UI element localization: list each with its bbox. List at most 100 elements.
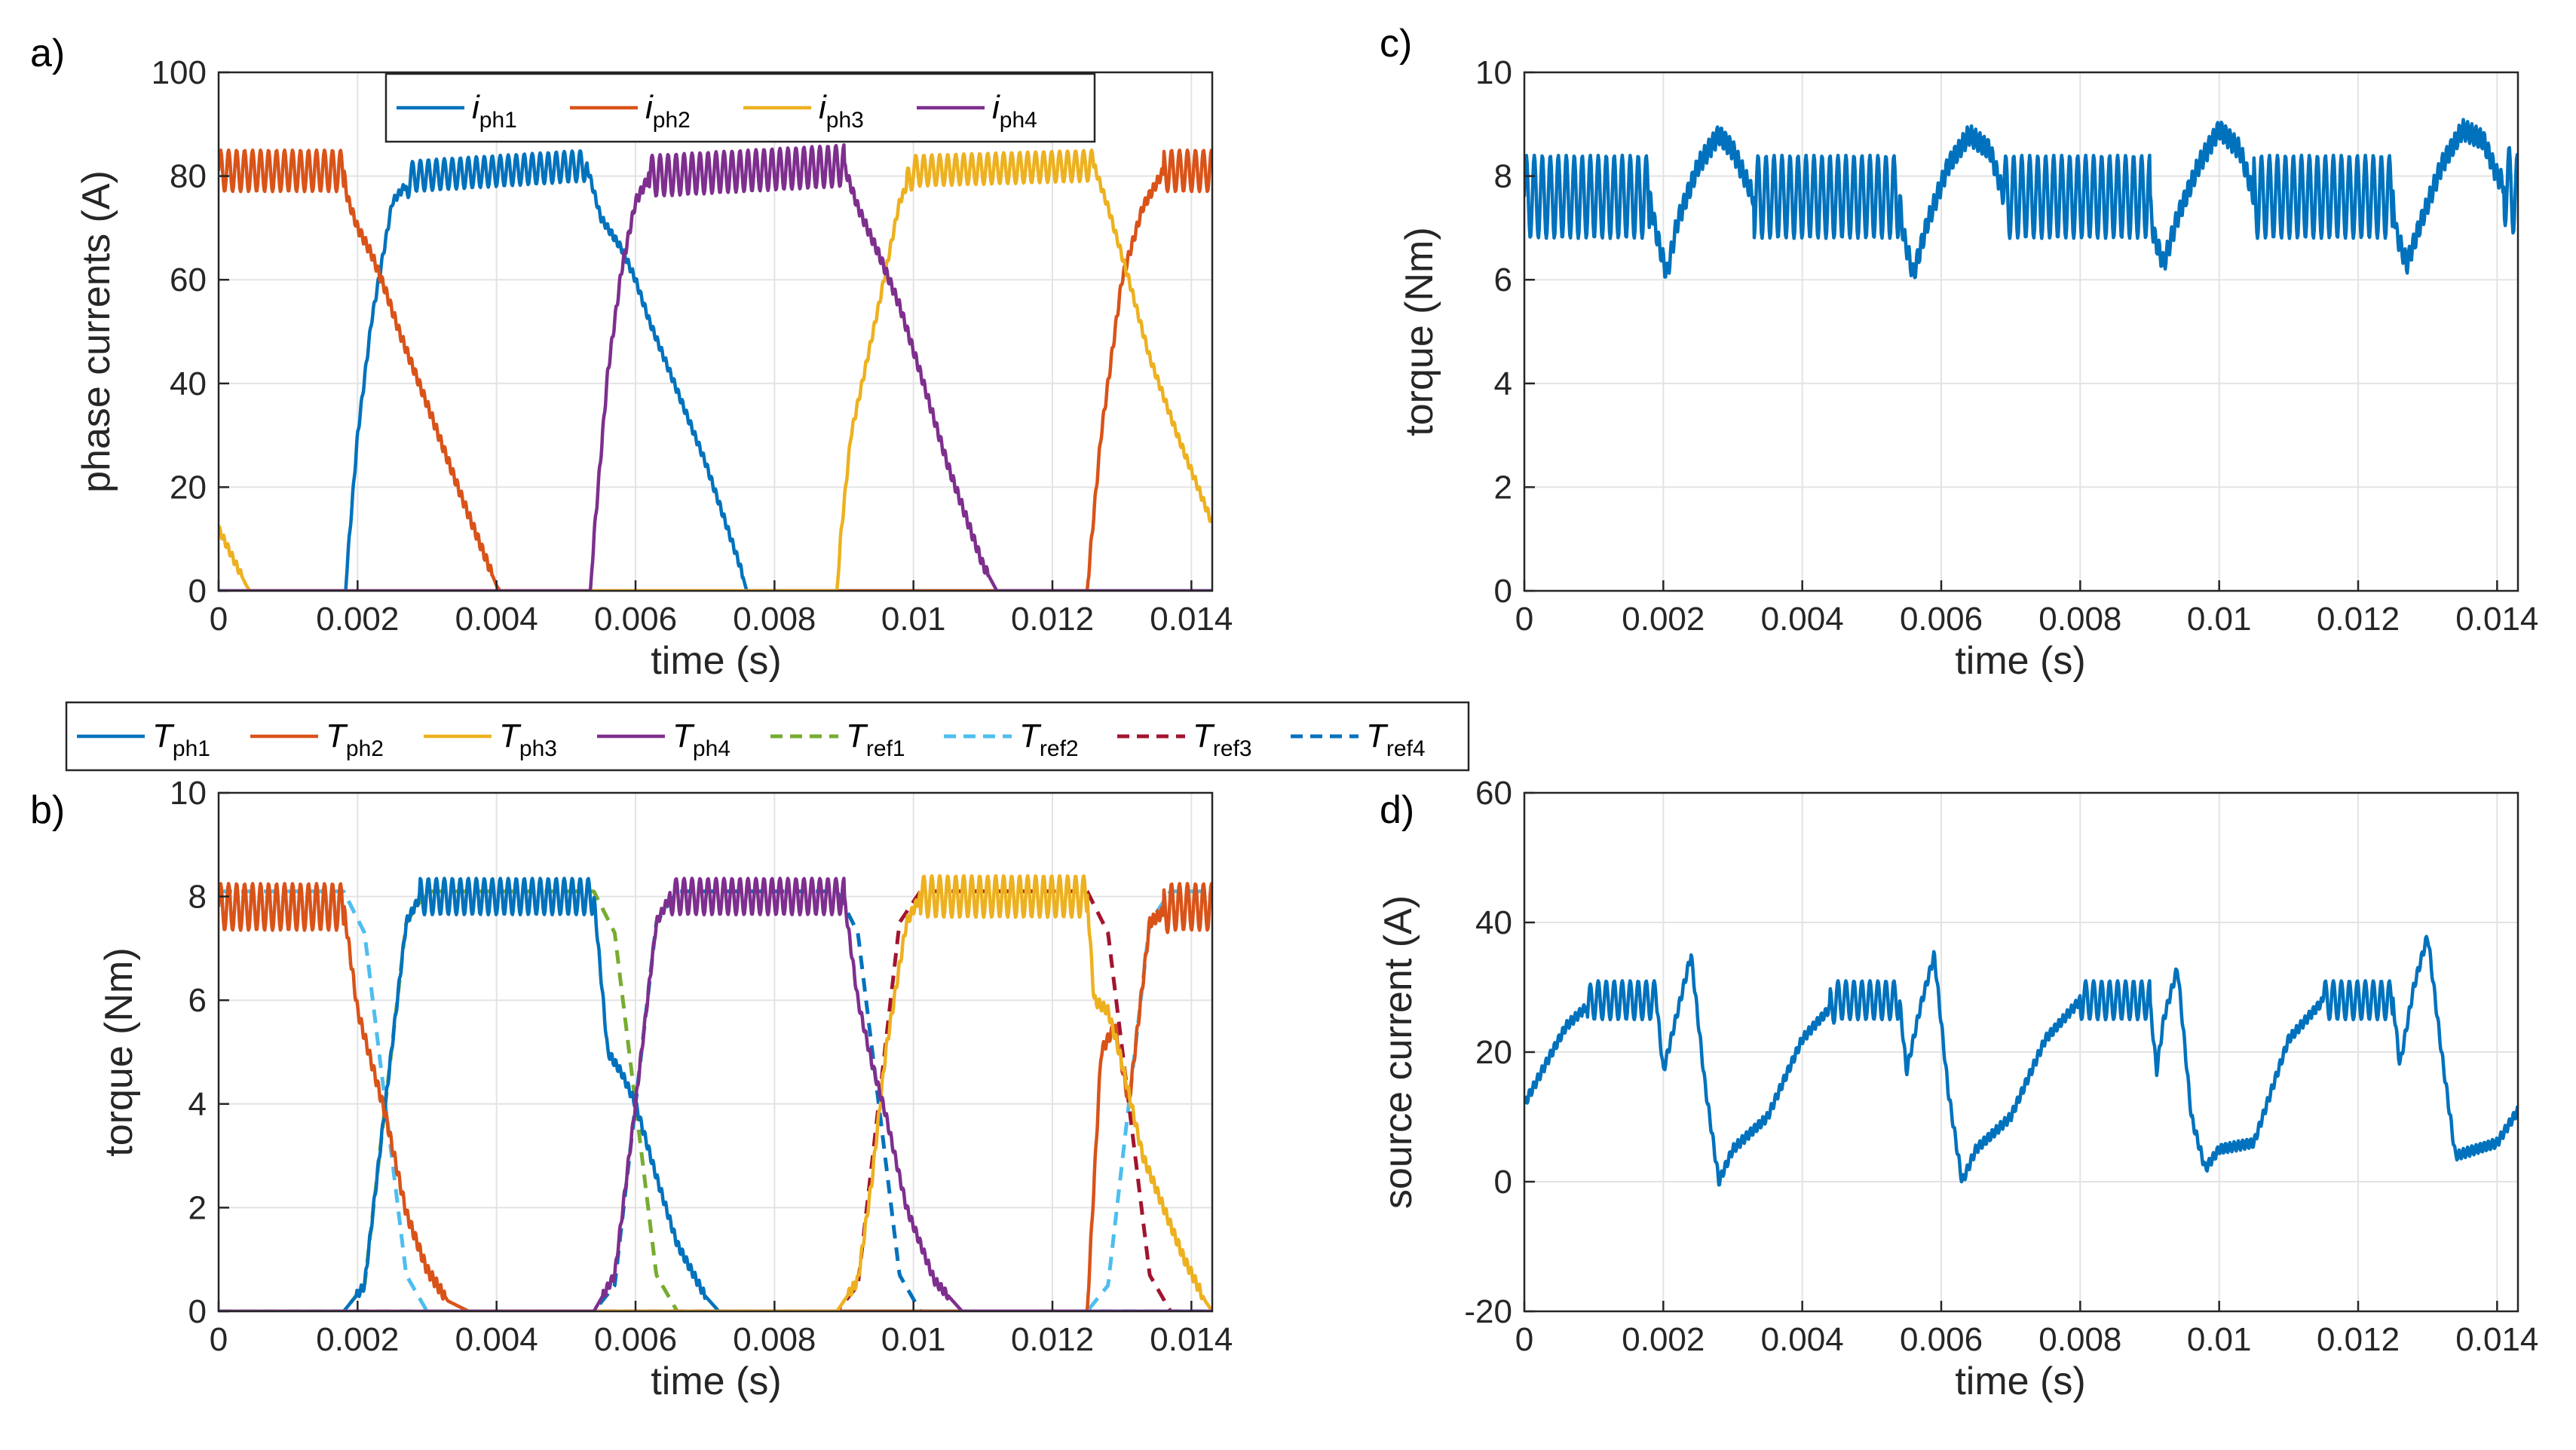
x-tick-label: 0.014: [2455, 1321, 2538, 1358]
y-tick-label: 0: [1494, 1164, 1512, 1201]
legend-entry-ref4: Tref4: [1366, 717, 1426, 761]
x-tick-label: 0.002: [316, 601, 399, 638]
x-tick-label: 0.01: [2187, 1321, 2252, 1358]
panel-a-plot-area: [219, 143, 1212, 591]
legend-entry-ph3: Tph3: [499, 717, 557, 761]
legend-entry-ph3: iph3: [819, 89, 864, 133]
x-tick-label: 0.01: [2187, 601, 2252, 638]
x-tick-label: 0.012: [1011, 1321, 1094, 1358]
panel-c-total-torque: c) 0 0.002 0.004 0.006 0.008 0.01 0.012 0.014 0 2…: [1380, 22, 2538, 683]
panel-b-xlabel: time (s): [651, 1360, 781, 1403]
panel-c-xlabel: time (s): [1955, 639, 2085, 683]
y-tick-label: 10: [170, 775, 207, 812]
x-tick-label: 0: [210, 1321, 228, 1358]
panel-a-ticks: 0 0.002 0.004 0.006 0.008 0.01 0.012 0.014 0 20 40…: [152, 54, 1233, 638]
series-line-t-ph2: [219, 882, 1212, 1311]
y-tick-label: 20: [1475, 1034, 1512, 1071]
x-tick-label: 0.006: [1900, 1321, 1983, 1358]
series-line-i-ph1: [219, 149, 1212, 591]
y-tick-label: 0: [188, 573, 207, 610]
y-tick-label: 8: [188, 879, 207, 916]
panel-a-xlabel: time (s): [651, 639, 781, 683]
x-tick-label: 0.004: [455, 601, 538, 638]
y-tick-label: 20: [170, 469, 207, 506]
legend-entry-ph1: iph1: [472, 89, 517, 133]
y-tick-label: 2: [1494, 469, 1512, 506]
x-tick-label: 0.008: [733, 601, 816, 638]
panel-c-label: c): [1380, 22, 1412, 66]
y-tick-label: 80: [170, 158, 207, 195]
x-tick-label: 0.008: [733, 1321, 816, 1358]
panel-b-plot-area: [219, 873, 1212, 1311]
panel-c-plot-area: [1524, 118, 2518, 280]
panel-d-ticks: 0 0.002 0.004 0.006 0.008 0.01 0.012 0.014-2002…: [1464, 775, 2538, 1358]
panel-a-ylabel: phase currents (A): [75, 170, 118, 493]
x-tick-label: 0.012: [2317, 601, 2400, 638]
x-tick-label: 0.002: [1622, 1321, 1705, 1358]
y-tick-label: 40: [170, 366, 207, 402]
series-line-i-ph2: [219, 148, 1212, 591]
panel-a-axes: [217, 71, 1214, 592]
panel-d-xlabel: time (s): [1955, 1360, 2085, 1403]
legend-entry-ph2: iph2: [645, 89, 691, 133]
panel-b-axes: [217, 791, 1214, 1313]
panel-b-ylabel: torque (Nm): [97, 947, 141, 1156]
x-tick-label: 0.01: [881, 601, 946, 638]
panel-d-source-current: d) 0 0.002 0.004 0.006 0.008 0.01 0.012 0.014 -2…: [1377, 775, 2538, 1403]
x-tick-label: 0.006: [594, 1321, 677, 1358]
legend-entry-ref1: Tref1: [846, 717, 905, 761]
panel-c-ylabel: torque (Nm): [1398, 227, 1441, 436]
y-tick-label: 40: [1475, 904, 1512, 941]
panel-a-label: a): [30, 32, 65, 75]
x-tick-label: 0.01: [881, 1321, 946, 1358]
y-tick-label: 0: [1494, 573, 1512, 610]
legend-entry-ph1: Tph1: [152, 717, 210, 761]
x-tick-label: 0.004: [455, 1321, 538, 1358]
panel-b-phase-torques: b) 0 0.002 0.004 0.006 0.008 0.01 0.012 0.014 0 2…: [30, 701, 1470, 1403]
y-tick-label: 6: [188, 982, 207, 1019]
y-tick-label: 4: [188, 1086, 207, 1123]
series-line-source-current: [1524, 935, 2518, 1187]
y-tick-label: 8: [1494, 158, 1512, 195]
legend-entry-ref2: Tref2: [1019, 717, 1079, 761]
panel-a-phase-currents: a) 0 0.002 0.004 0.006 0.008 0.01 0.012 0.014 0 2…: [30, 32, 1233, 683]
y-tick-label: 0: [188, 1293, 207, 1330]
y-tick-label: 60: [1475, 775, 1512, 812]
x-tick-label: 0.004: [1761, 1321, 1844, 1358]
legend-entry-ref3: Tref3: [1193, 717, 1252, 761]
panel-b-legend: Tph1 Tph2 Tph3 Tph4 Tref1 Tref2 Tref3 Tref4: [65, 701, 1470, 772]
x-tick-label: 0.014: [1150, 1321, 1233, 1358]
series-line-t-ph4: [219, 876, 1212, 1311]
panel-c-grid: [1524, 72, 2518, 592]
x-tick-label: 0.002: [1622, 601, 1705, 638]
panel-c-ticks: 0 0.002 0.004 0.006 0.008 0.01 0.012 0.014 0 2 4 6 8…: [1475, 54, 2538, 638]
panel-b-ticks: 0 0.002 0.004 0.006 0.008 0.01 0.012 0.014 0 2 4 6 8…: [170, 775, 1233, 1358]
y-tick-label: 6: [1494, 262, 1512, 298]
x-tick-label: 0.006: [594, 601, 677, 638]
legend-entry-ph4: Tph4: [672, 717, 731, 761]
y-tick-label: 100: [152, 54, 207, 91]
x-tick-label: 0.014: [2455, 601, 2538, 638]
panel-d-plot-area: [1524, 935, 2518, 1187]
panel-c-axes: [1523, 71, 2519, 592]
y-tick-label: 60: [170, 262, 207, 298]
x-tick-label: 0: [1515, 1321, 1533, 1358]
x-tick-label: 0.004: [1761, 601, 1844, 638]
legend-entry-ph2: Tph2: [326, 717, 384, 761]
series-line-t-ph3: [219, 873, 1212, 1311]
legend-entry-ph4: iph4: [992, 89, 1037, 133]
x-tick-label: 0: [210, 601, 228, 638]
series-line-i-ph4: [219, 143, 1212, 591]
x-tick-label: 0.006: [1900, 601, 1983, 638]
x-tick-label: 0.008: [2038, 1321, 2121, 1358]
panel-b-label: b): [30, 788, 65, 832]
series-line-i-ph3: [219, 148, 1212, 591]
y-tick-label: 10: [1475, 54, 1512, 91]
x-tick-label: 0.008: [2038, 601, 2121, 638]
panel-d-label: d): [1380, 788, 1414, 832]
panel-d-ylabel: source current (A): [1377, 895, 1420, 1209]
x-tick-label: 0: [1515, 601, 1533, 638]
x-tick-label: 0.014: [1150, 601, 1233, 638]
x-tick-label: 0.012: [2317, 1321, 2400, 1358]
y-tick-label: 2: [188, 1189, 207, 1226]
